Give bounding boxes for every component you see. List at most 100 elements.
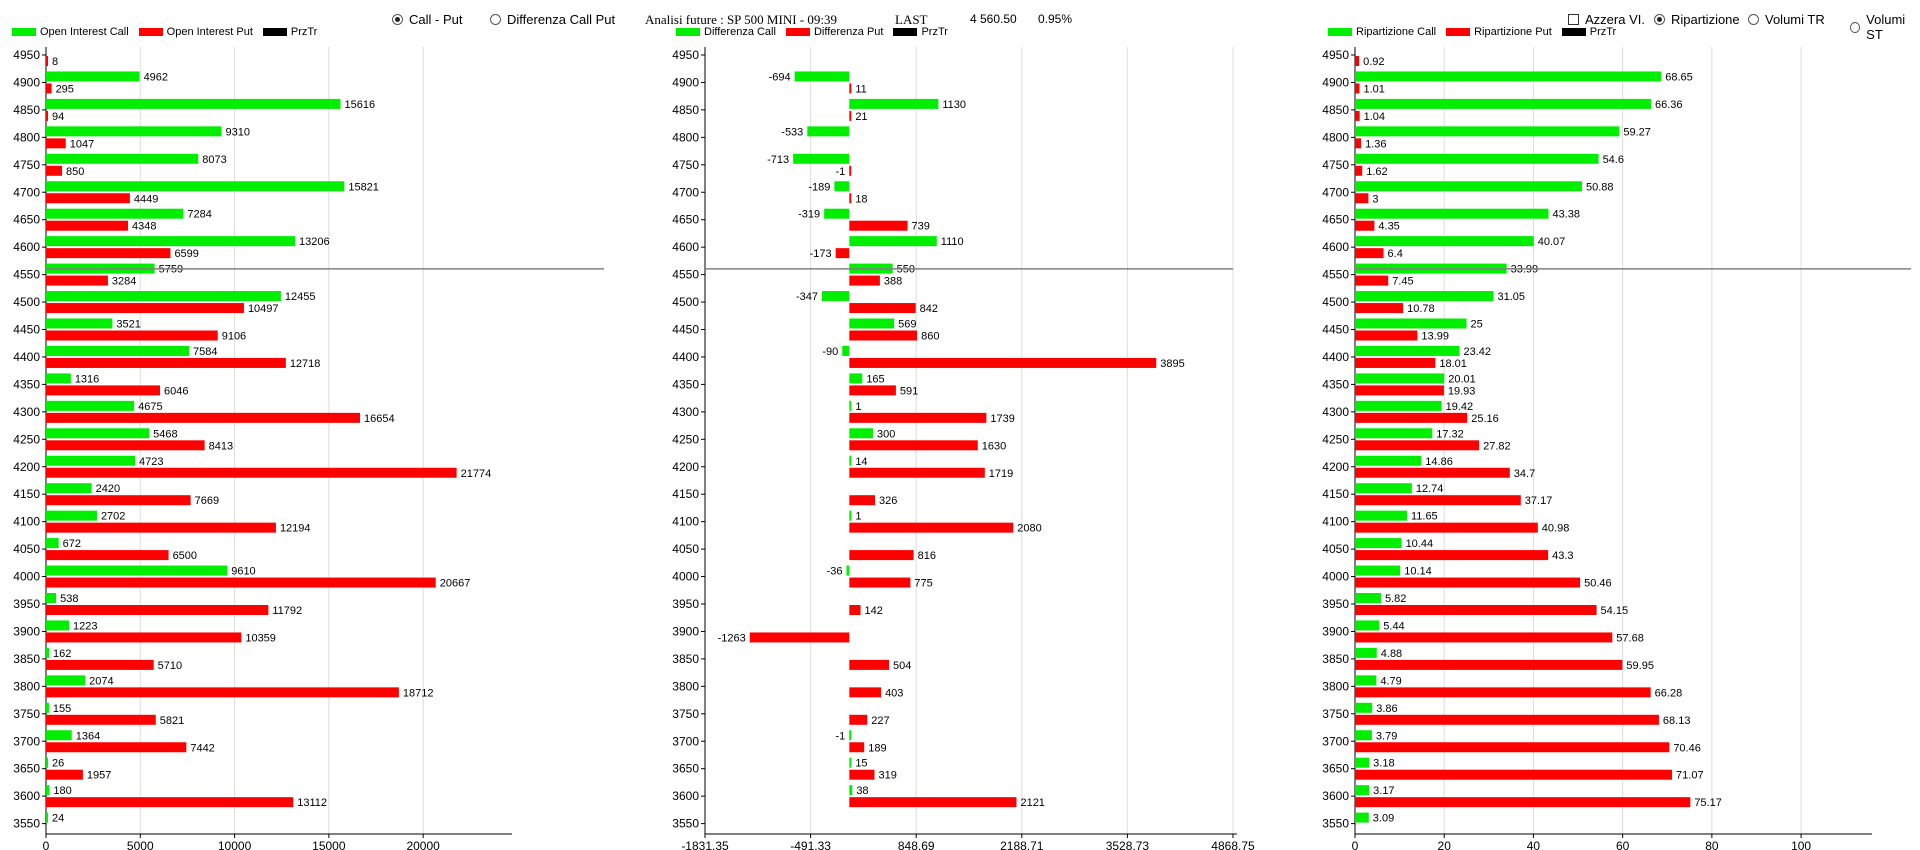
- opt-ripartizione[interactable]: Ripartizione: [1654, 12, 1740, 27]
- put-bar: [46, 357, 286, 368]
- radio-selected-icon[interactable]: [1654, 14, 1665, 25]
- opt-volumi-tr[interactable]: Volumi TR: [1748, 12, 1825, 27]
- put-bar: [1355, 797, 1691, 808]
- call-bar: [849, 757, 852, 768]
- put-value-label: -173: [810, 248, 832, 260]
- call-bar: [1355, 373, 1445, 384]
- mode-diff-option[interactable]: Differenza Call Put: [490, 12, 615, 27]
- put-value-label: 1630: [982, 440, 1006, 452]
- mode-diff-label: Differenza Call Put: [507, 12, 616, 27]
- mode-call-put-option[interactable]: Call - Put: [392, 12, 462, 27]
- put-bar: [1355, 56, 1360, 66]
- call-value-label: 7284: [187, 209, 211, 221]
- put-bar: [849, 412, 987, 423]
- radio-selected-icon[interactable]: [392, 14, 403, 25]
- call-bar: [1355, 71, 1662, 82]
- put-value-label: 6.4: [1388, 248, 1403, 260]
- radio-icon[interactable]: [1850, 21, 1861, 33]
- call-bar: [1355, 757, 1370, 768]
- put-bar: [46, 330, 218, 341]
- put-value-label: 504: [893, 660, 911, 672]
- y-tick-label: 4550: [13, 268, 40, 282]
- put-bar: [849, 193, 852, 204]
- put-value-label: 1957: [87, 770, 111, 782]
- y-tick-label: 4450: [1322, 323, 1349, 337]
- call-bar: [846, 565, 850, 576]
- put-value-label: 34.7: [1514, 468, 1535, 480]
- y-tick-label: 4600: [13, 240, 40, 254]
- call-value-label: 3.79: [1376, 730, 1397, 742]
- call-value-label: 5.44: [1383, 620, 1404, 632]
- call-value-label: -189: [808, 181, 830, 193]
- y-tick-label: 4900: [1322, 75, 1349, 89]
- y-tick-label: 4700: [672, 185, 699, 199]
- call-value-label: -713: [767, 154, 789, 166]
- legend-item-price: PrzTr: [893, 26, 948, 38]
- legend-label-call: Open Interest Call: [40, 26, 129, 38]
- x-tick-label: 20000: [406, 839, 440, 850]
- legend-label-price: PrzTr: [290, 26, 318, 38]
- reset-label: Azzera VI.: [1585, 12, 1645, 27]
- put-bar: [849, 83, 852, 94]
- put-bar: [46, 742, 187, 753]
- call-value-label: 40.07: [1538, 236, 1566, 248]
- put-value-label: 860: [921, 331, 939, 343]
- put-value-label: 40.98: [1542, 523, 1570, 535]
- call-value-label: 2702: [101, 511, 125, 523]
- put-bar: [1355, 687, 1651, 698]
- y-tick-label: 4800: [672, 130, 699, 144]
- x-tick-label: 5000: [127, 839, 154, 850]
- call-bar: [1355, 483, 1412, 494]
- y-tick-label: 4950: [672, 48, 699, 62]
- put-value-label: 189: [868, 742, 886, 754]
- radio-icon[interactable]: [1748, 14, 1759, 25]
- reset-option[interactable]: Azzera VI.: [1568, 12, 1645, 27]
- checkbox-icon[interactable]: [1568, 14, 1579, 25]
- call-bar: [46, 153, 199, 164]
- call-value-label: 33.99: [1511, 264, 1539, 276]
- page-title: Analisi future : SP 500 MINI - 09:39: [645, 12, 837, 27]
- legend-swatch-put: [785, 28, 810, 36]
- y-tick-label: 3800: [1322, 679, 1349, 693]
- put-bar: [46, 659, 154, 670]
- call-value-label: -533: [781, 126, 803, 138]
- put-bar: [46, 605, 269, 615]
- call-bar: [849, 98, 939, 109]
- y-tick-label: 3600: [1322, 789, 1349, 803]
- call-value-label: -694: [769, 71, 791, 83]
- put-value-label: 4449: [134, 193, 158, 205]
- put-value-label: 43.3: [1552, 550, 1573, 562]
- call-value-label: 54.6: [1603, 154, 1624, 166]
- put-bar: [849, 714, 868, 725]
- y-tick-label: 4800: [1322, 130, 1349, 144]
- radio-icon[interactable]: [490, 14, 501, 25]
- put-value-label: 6599: [174, 248, 198, 260]
- put-value-label: 50.46: [1584, 578, 1612, 590]
- y-tick-label: 4350: [13, 377, 40, 391]
- put-bar: [1355, 110, 1360, 121]
- put-value-label: 7442: [190, 742, 214, 754]
- put-bar: [1355, 605, 1597, 615]
- call-value-label: 1316: [75, 373, 99, 385]
- put-value-label: 54.15: [1601, 605, 1629, 617]
- put-bar: [46, 303, 244, 314]
- y-tick-label: 3700: [13, 734, 40, 748]
- call-value-label: 15: [855, 758, 867, 770]
- call-value-label: 9310: [226, 126, 250, 138]
- y-tick-label: 4850: [1322, 103, 1349, 117]
- call-value-label: 3.09: [1373, 813, 1394, 825]
- put-value-label: 816: [918, 550, 936, 562]
- put-bar: [1355, 467, 1510, 478]
- call-bar: [1355, 675, 1377, 686]
- y-tick-label: 3650: [1322, 762, 1349, 776]
- put-value-label: 0.92: [1363, 56, 1384, 68]
- call-value-label: 25: [1471, 319, 1483, 331]
- opt-volumi-st[interactable]: Volumi ST: [1850, 12, 1920, 42]
- put-bar: [1355, 632, 1613, 643]
- y-tick-label: 4250: [1322, 432, 1349, 446]
- legend-swatch-price: [893, 28, 918, 36]
- y-tick-label: 4300: [1322, 405, 1349, 419]
- opt-volumi-st-label: Volumi ST: [1866, 12, 1906, 42]
- put-bar: [849, 769, 875, 780]
- y-tick-label: 4450: [13, 323, 40, 337]
